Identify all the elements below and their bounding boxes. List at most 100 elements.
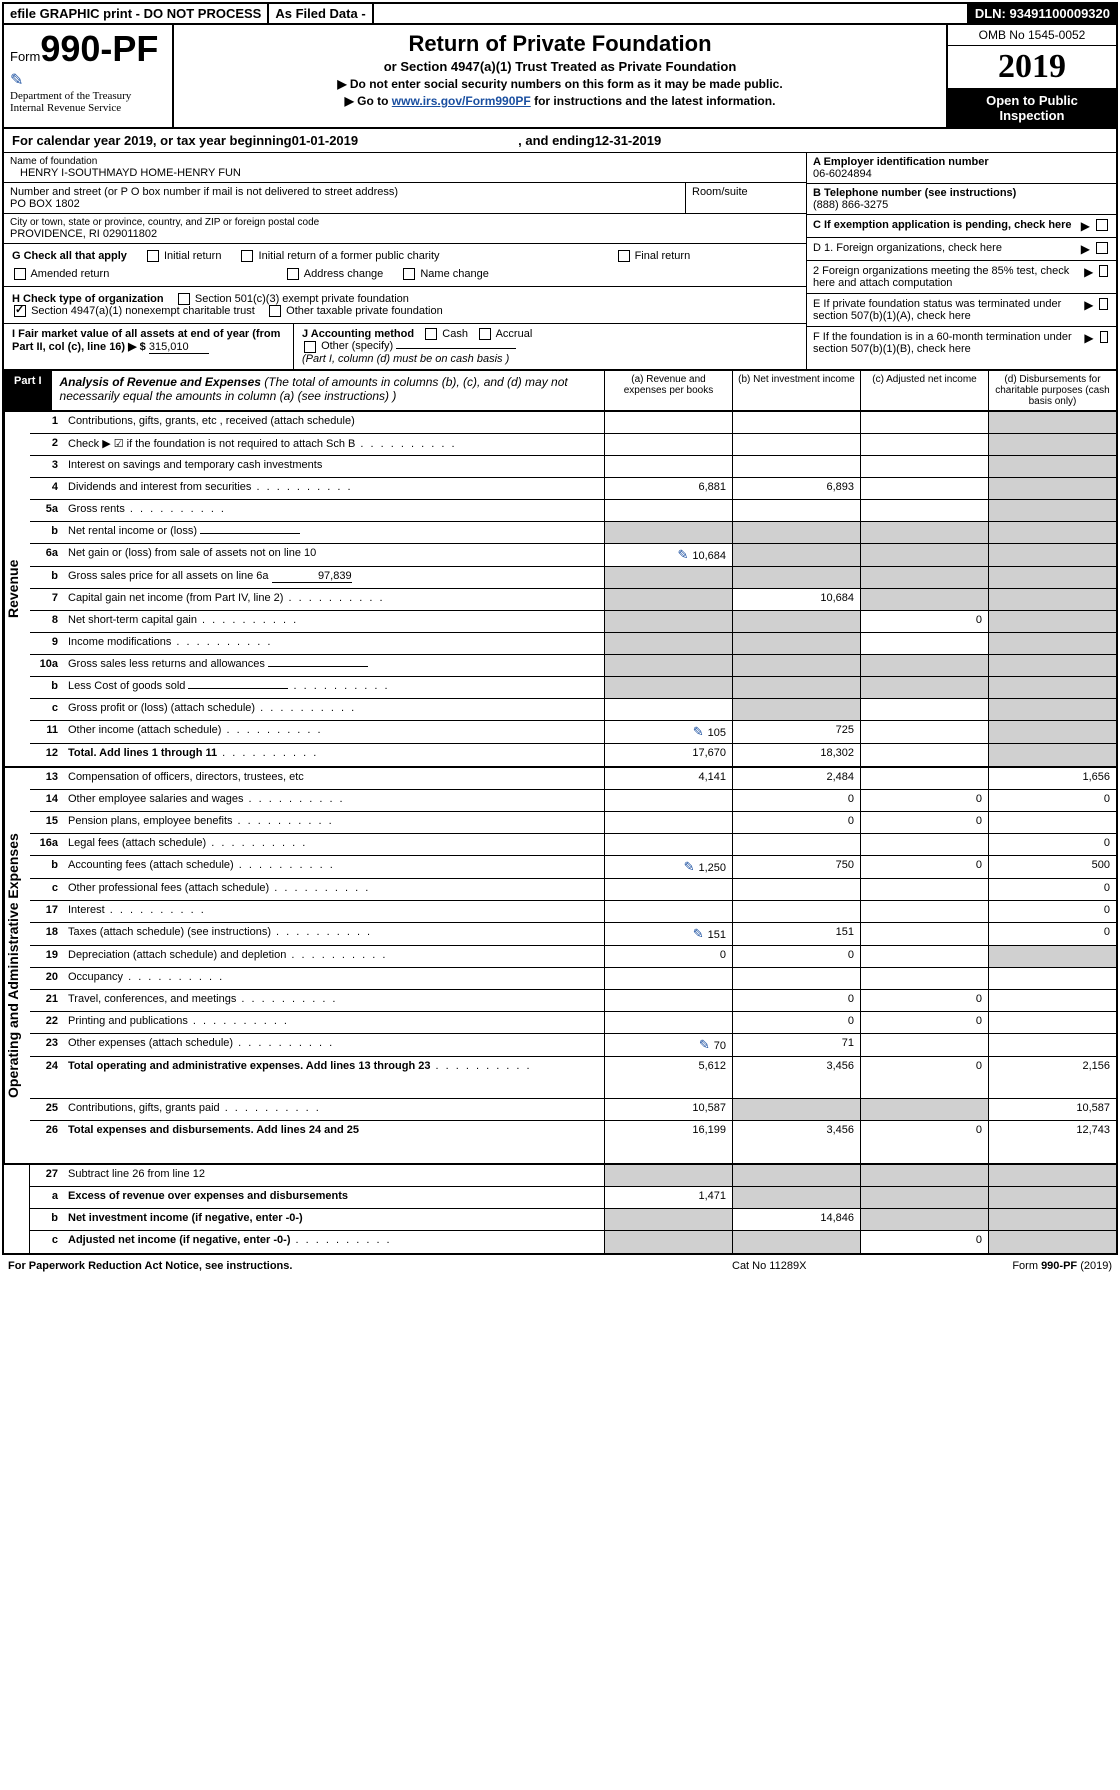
part1-header-row: Part I Analysis of Revenue and Expenses …: [4, 371, 1116, 412]
c-label: C If exemption application is pending, c…: [813, 219, 1072, 231]
attachment-icon[interactable]: ✎: [699, 1037, 714, 1052]
checkbox-checked-icon[interactable]: [14, 305, 26, 317]
form-instruction1: ▶ Do not enter social security numbers o…: [184, 77, 936, 91]
checkbox-icon[interactable]: [241, 250, 253, 262]
attach-icon: ✎: [10, 70, 166, 90]
room-cell: Room/suite: [686, 183, 806, 213]
section-d1: D 1. Foreign organizations, check here ▶: [807, 238, 1116, 261]
col-d: 0: [988, 923, 1116, 945]
table-row: aExcess of revenue over expenses and dis…: [30, 1187, 1116, 1209]
checkbox-icon[interactable]: [269, 305, 281, 317]
col-d: [988, 1209, 1116, 1230]
col-d: [988, 990, 1116, 1011]
checkbox-icon[interactable]: [304, 341, 316, 353]
col-d: [988, 522, 1116, 543]
col-d: 0: [988, 834, 1116, 855]
line-number: 17: [30, 901, 64, 922]
attachment-icon[interactable]: ✎: [677, 547, 692, 562]
col-d: [988, 1231, 1116, 1253]
table-row: cAdjusted net income (if negative, enter…: [30, 1231, 1116, 1253]
section-g: G Check all that apply Initial return In…: [4, 244, 806, 287]
col-a: [604, 633, 732, 654]
col-a: [604, 456, 732, 477]
line-description: Compensation of officers, directors, tru…: [64, 768, 604, 789]
col-b: 0: [732, 1012, 860, 1033]
line-description: Gross sales less returns and allowances: [64, 655, 604, 676]
table-row: cOther professional fees (attach schedul…: [30, 879, 1116, 901]
col-a: [604, 655, 732, 676]
table-row: 3Interest on savings and temporary cash …: [30, 456, 1116, 478]
line-description: Less Cost of goods sold: [64, 677, 604, 698]
table-row: 14Other employee salaries and wages000: [30, 790, 1116, 812]
table-row: bGross sales price for all assets on lin…: [30, 567, 1116, 589]
col-b: 10,684: [732, 589, 860, 610]
col-a: [604, 567, 732, 588]
col-a: [604, 901, 732, 922]
col-c: 0: [860, 990, 988, 1011]
line-number: 27: [30, 1165, 64, 1186]
line-number: 26: [30, 1121, 64, 1163]
expense-rows: 13Compensation of officers, directors, t…: [30, 768, 1116, 1163]
table-row: 16aLegal fees (attach schedule)0: [30, 834, 1116, 856]
i-label: I Fair market value of all assets at end…: [12, 328, 280, 353]
city-label: City or town, state or province, country…: [10, 217, 800, 228]
checkbox-icon[interactable]: [1096, 242, 1108, 254]
col-c: [860, 1165, 988, 1186]
section-f: F If the foundation is in a 60-month ter…: [807, 327, 1116, 359]
col-b: [732, 1099, 860, 1120]
calendar-year-row: For calendar year 2019, or tax year begi…: [4, 129, 1116, 153]
col-d: [988, 567, 1116, 588]
col-d: [988, 812, 1116, 833]
table-row: 25Contributions, gifts, grants paid10,58…: [30, 1099, 1116, 1121]
checkbox-icon[interactable]: [403, 268, 415, 280]
checkbox-icon[interactable]: [425, 328, 437, 340]
col-b: [732, 1165, 860, 1186]
checkbox-icon[interactable]: [147, 250, 159, 262]
footer-left: For Paperwork Reduction Act Notice, see …: [8, 1260, 732, 1272]
goto-pre: ▶ Go to: [345, 94, 392, 108]
attachment-icon[interactable]: ✎: [693, 724, 708, 739]
checkbox-icon[interactable]: [287, 268, 299, 280]
checkbox-icon[interactable]: [1100, 331, 1108, 343]
col-b: 0: [732, 990, 860, 1011]
checkbox-icon[interactable]: [479, 328, 491, 340]
col-b: [732, 901, 860, 922]
checkbox-icon[interactable]: [1096, 219, 1108, 231]
line-description: Total operating and administrative expen…: [64, 1057, 604, 1098]
table-row: 26Total expenses and disbursements. Add …: [30, 1121, 1116, 1163]
col-c: [860, 768, 988, 789]
irs-link[interactable]: www.irs.gov/Form990PF: [392, 94, 531, 108]
right-header-box: OMB No 1545-0052 2019 Open to Public Ins…: [946, 25, 1116, 127]
j-opt: Accrual: [496, 328, 533, 340]
top-strip: efile GRAPHIC print - DO NOT PROCESS As …: [4, 4, 1116, 25]
cal-year-end: 12-31-2019: [595, 133, 662, 148]
ein-cell: A Employer identification number 06-6024…: [807, 153, 1116, 184]
col-b: [732, 834, 860, 855]
table-row: 11Other income (attach schedule)✎105725: [30, 721, 1116, 744]
checkbox-icon[interactable]: [14, 268, 26, 280]
checkbox-icon[interactable]: [1099, 265, 1108, 277]
col-d: [988, 744, 1116, 766]
section-d2: 2 Foreign organizations meeting the 85% …: [807, 261, 1116, 294]
line-number: 9: [30, 633, 64, 654]
table-row: cGross profit or (loss) (attach schedule…: [30, 699, 1116, 721]
line-number: 16a: [30, 834, 64, 855]
line-number: 22: [30, 1012, 64, 1033]
dept-treasury: Department of the Treasury: [10, 90, 166, 102]
line-description: Contributions, gifts, grants, etc , rece…: [64, 412, 604, 433]
table-row: 17Interest0: [30, 901, 1116, 923]
attachment-icon[interactable]: ✎: [684, 859, 699, 874]
checkbox-icon[interactable]: [618, 250, 630, 262]
col-a: 17,670: [604, 744, 732, 766]
line-number: b: [30, 856, 64, 878]
public-inspection: Open to Public Inspection: [948, 89, 1116, 127]
line-number: 2: [30, 434, 64, 455]
attachment-icon[interactable]: ✎: [693, 926, 708, 941]
part1-label: Part I: [4, 371, 52, 410]
line-description: Capital gain net income (from Part IV, l…: [64, 589, 604, 610]
checkbox-icon[interactable]: [1099, 298, 1108, 310]
col-c: [860, 968, 988, 989]
col-d: [988, 456, 1116, 477]
checkbox-icon[interactable]: [178, 293, 190, 305]
table-row: 15Pension plans, employee benefits00: [30, 812, 1116, 834]
